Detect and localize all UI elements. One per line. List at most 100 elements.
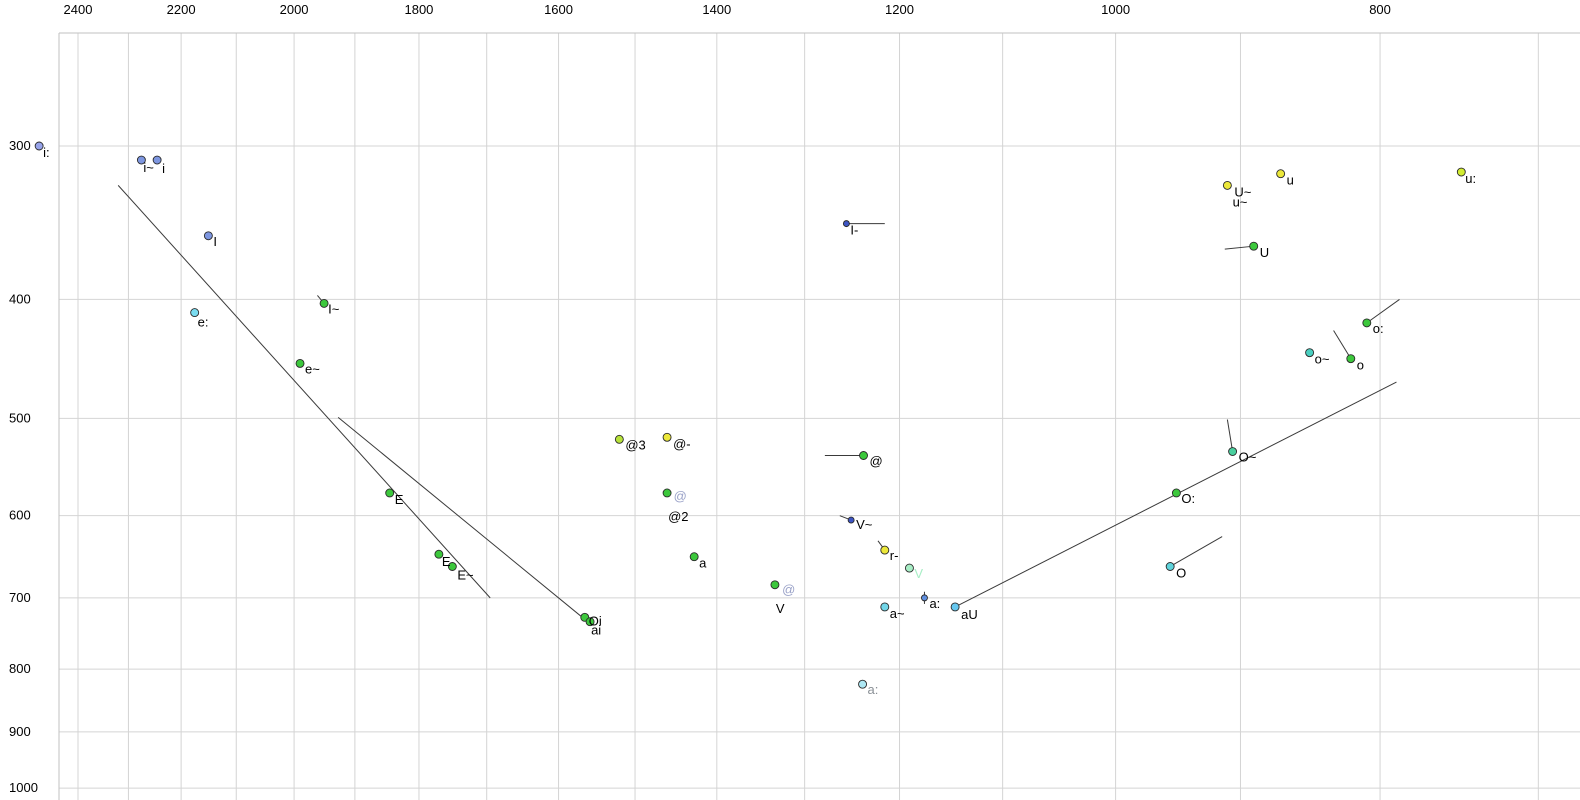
vowel-point xyxy=(880,545,890,555)
trajectory-line xyxy=(1226,419,1234,452)
vowel-point xyxy=(1222,180,1232,190)
vowel-label: a: xyxy=(929,596,940,611)
vowel-label: e: xyxy=(198,315,209,330)
trajectory-line xyxy=(1333,330,1352,359)
y-tick-label: 800 xyxy=(9,661,31,676)
vowel-label: a: xyxy=(868,682,879,697)
vowel-point xyxy=(858,679,868,689)
vowel-point xyxy=(319,298,329,308)
vowel-label: V~ xyxy=(856,517,873,532)
y-tick-label: 900 xyxy=(9,724,31,739)
vowel-label: E xyxy=(442,554,451,569)
x-tick-label: 1200 xyxy=(885,2,914,17)
vowel-label: a~ xyxy=(890,606,905,621)
vowel-label: Oi xyxy=(589,613,602,628)
vowel-label: i~ xyxy=(143,160,154,175)
vowel-point xyxy=(614,434,624,444)
vowel-label: i: xyxy=(43,145,50,160)
vowel-label: ai xyxy=(591,623,601,638)
vowel-point xyxy=(950,602,960,612)
trajectory-line xyxy=(1224,245,1254,250)
vowel-label: V xyxy=(776,601,785,616)
vowel-point xyxy=(1362,318,1372,328)
x-tick-label: 2000 xyxy=(280,2,309,17)
vowel-label: e~ xyxy=(305,361,320,376)
vowel-label: I- xyxy=(850,223,858,238)
y-tick-label: 500 xyxy=(9,410,31,425)
y-tick-label: 400 xyxy=(9,291,31,306)
trajectory-line xyxy=(1169,536,1223,567)
annotation-label: @ xyxy=(782,582,795,597)
vowel-point xyxy=(689,552,699,562)
vowel-point xyxy=(1305,348,1315,358)
x-tick-label: 800 xyxy=(1369,2,1391,17)
vowel-label: o xyxy=(1357,358,1364,373)
vowel-label: @- xyxy=(673,436,691,451)
trajectory-line xyxy=(1366,299,1400,324)
vowel-label: O~ xyxy=(1239,450,1257,465)
vowel-point xyxy=(859,451,868,460)
vowel-point xyxy=(847,516,855,524)
vowel-point xyxy=(1228,447,1238,456)
x-tick-label: 1800 xyxy=(404,2,433,17)
vowel-point xyxy=(904,563,914,573)
x-tick-label: 1000 xyxy=(1101,2,1130,17)
x-tick-label: 2400 xyxy=(64,2,93,17)
vowel-point xyxy=(447,562,457,571)
vowel-point xyxy=(434,549,444,559)
vowel-label: u xyxy=(1287,173,1294,188)
vowel-label: aU xyxy=(961,607,978,622)
vowel-point xyxy=(662,432,672,442)
y-tick-label: 1000 xyxy=(9,780,38,795)
x-tick-label: 2200 xyxy=(167,2,196,17)
vowel-point xyxy=(770,580,780,590)
vowel-label: U xyxy=(1260,245,1269,260)
vowel-point xyxy=(662,488,672,498)
vowel-label: E~ xyxy=(457,567,474,582)
vowel-label: r- xyxy=(890,548,899,563)
vowel-label: V xyxy=(914,566,923,581)
vowel-point xyxy=(1346,354,1356,364)
vowel-label: E xyxy=(395,492,404,507)
vowel-point xyxy=(880,602,890,612)
vowel-point xyxy=(842,220,850,228)
vowel-label: O xyxy=(1176,565,1186,580)
annotation-label: u~ xyxy=(1233,194,1248,209)
vowel-point xyxy=(921,594,928,602)
vowel-point xyxy=(1171,488,1181,498)
vowel-label: o~ xyxy=(1315,352,1330,367)
vowel-point xyxy=(295,358,305,368)
vowel-point xyxy=(585,617,595,627)
vowel-point xyxy=(34,141,44,151)
vowel-point xyxy=(385,488,395,498)
y-tick-label: 300 xyxy=(9,138,31,153)
trajectory-line xyxy=(337,416,589,623)
y-tick-label: 700 xyxy=(9,590,31,605)
x-tick-label: 1600 xyxy=(544,2,573,17)
vowel-label: o: xyxy=(1373,321,1384,336)
vowel-point xyxy=(152,155,162,165)
vowel-point xyxy=(190,308,200,318)
vowel-label: I xyxy=(213,234,217,249)
trajectory-line xyxy=(117,185,491,599)
vowel-label: I~ xyxy=(328,301,340,316)
vowel-label: @ xyxy=(870,454,883,469)
vowel-point xyxy=(1249,241,1259,251)
vowel-label: U~ xyxy=(1234,184,1251,199)
y-tick-label: 600 xyxy=(9,508,31,523)
annotation-label: @ xyxy=(674,488,687,503)
vowel-label: O: xyxy=(1181,491,1195,506)
vowel-label: @2 xyxy=(668,509,688,524)
vowel-point xyxy=(136,155,146,165)
vowel-label: @3 xyxy=(625,437,645,452)
vowel-point xyxy=(203,231,213,241)
vowel-point xyxy=(1456,167,1466,177)
vowel-point xyxy=(1165,562,1175,571)
x-tick-label: 1400 xyxy=(702,2,731,17)
vowel-label: a xyxy=(699,556,707,571)
vowel-label: u: xyxy=(1465,171,1476,186)
vowel-point xyxy=(1276,169,1286,179)
vowel-label: i xyxy=(162,161,165,176)
